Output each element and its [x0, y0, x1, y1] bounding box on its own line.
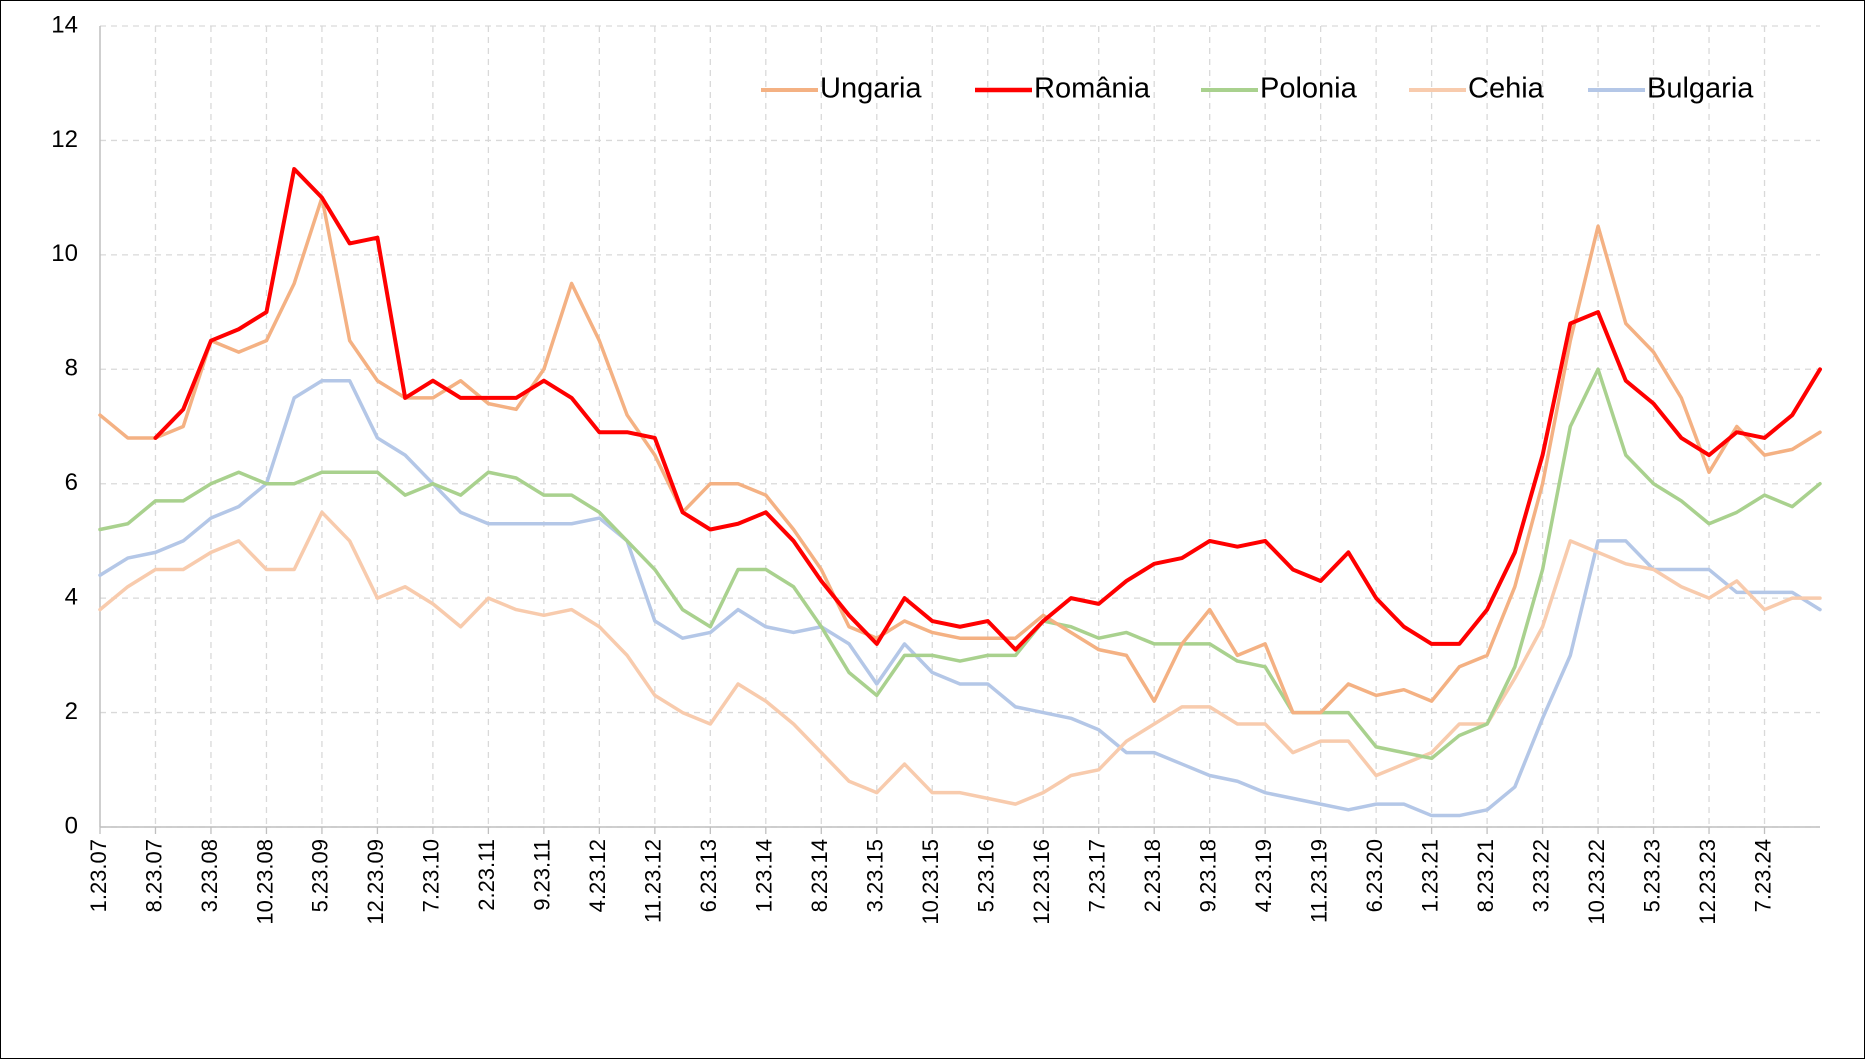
x-tick-label: 9.23.18 — [1195, 839, 1220, 912]
y-tick-label: 14 — [51, 11, 78, 38]
legend-label: Ungaria — [820, 73, 922, 105]
y-tick-label: 4 — [65, 583, 78, 610]
series-line — [98, 367, 1822, 761]
x-tick-label: 11.23.12 — [641, 839, 666, 923]
legend: Ungaria România Polonia Cehia Bulgaria — [761, 73, 1754, 105]
x-tick-label: 10.23.15 — [918, 839, 943, 925]
x-tick-label: 7.23.24 — [1750, 839, 1775, 912]
legend-label: Polonia — [1260, 73, 1358, 105]
legend-label: Bulgaria — [1647, 73, 1754, 105]
x-tick-label: 7.23.17 — [1085, 839, 1110, 912]
series-line — [98, 378, 1822, 818]
legend-label: Cehia — [1468, 73, 1545, 105]
x-tick-label: 3.23.22 — [1528, 839, 1553, 912]
x-tick-label: 1.23.07 — [86, 839, 111, 912]
x-tick-label: 11.23.19 — [1306, 839, 1331, 923]
y-tick-label: 2 — [65, 698, 78, 725]
x-tick-label: 4.23.12 — [585, 839, 610, 912]
grid — [99, 25, 1820, 834]
x-tick-label: 5.23.09 — [308, 839, 333, 912]
x-tick-label: 4.23.19 — [1251, 839, 1276, 912]
x-tick-label: 9.23.11 — [530, 839, 555, 911]
y-tick-label: 12 — [51, 126, 78, 153]
lines — [98, 167, 1822, 818]
x-tick-label: 2.23.11 — [474, 839, 499, 911]
y-tick-label: 8 — [65, 355, 78, 382]
x-tick-label: 10.23.22 — [1584, 839, 1609, 925]
series-line — [98, 510, 1822, 806]
x-tick-label: 12.23.09 — [363, 839, 388, 925]
x-tick-label: 5.23.16 — [974, 839, 999, 912]
x-tick-label: 8.23.21 — [1473, 839, 1498, 912]
x-tick-label: 10.23.08 — [252, 839, 277, 925]
x-tick-label: 8.23.07 — [141, 839, 166, 912]
x-tick-label: 1.23.21 — [1417, 839, 1442, 912]
series-line — [153, 167, 1822, 652]
x-tick-label: 12.23.16 — [1029, 839, 1054, 925]
series-line — [98, 195, 1822, 715]
x-tick-label: 1.23.14 — [752, 839, 777, 912]
legend-label: România — [1034, 73, 1151, 105]
x-tick-label: 3.23.08 — [197, 839, 222, 912]
y-tick-label: 0 — [65, 812, 78, 839]
x-tick-label: 8.23.14 — [807, 839, 832, 912]
x-tick-label: 7.23.10 — [419, 839, 444, 912]
labels: 0 2 4 6 8 10 12 14 1.23.07 8.23.07 3.23.08 10.23.08… — [51, 11, 1775, 924]
x-tick-label: 5.23.23 — [1639, 839, 1664, 912]
x-tick-label: 6.23.13 — [696, 839, 721, 912]
y-tick-label: 6 — [65, 469, 78, 496]
x-tick-label: 2.23.18 — [1140, 839, 1165, 912]
x-tick-label: 3.23.15 — [863, 839, 888, 912]
y-tick-label: 10 — [51, 240, 78, 267]
x-tick-label: 12.23.23 — [1695, 839, 1720, 925]
x-tick-label: 6.23.20 — [1362, 839, 1387, 912]
